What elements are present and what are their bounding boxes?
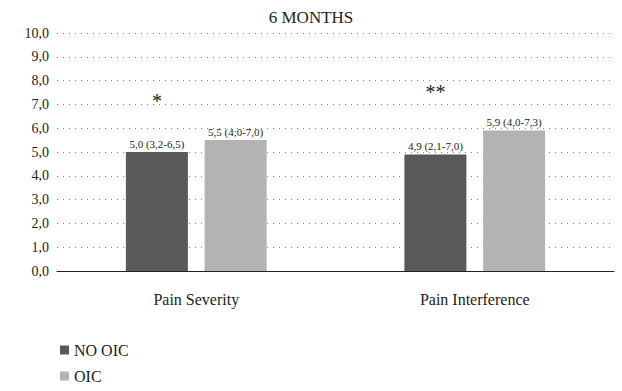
svg-text:7,0: 7,0 xyxy=(32,97,50,112)
svg-text:3,0: 3,0 xyxy=(32,192,50,207)
svg-text:OIC: OIC xyxy=(74,368,102,385)
svg-text:6 MONTHS: 6 MONTHS xyxy=(269,8,354,27)
svg-text:Pain Severity: Pain Severity xyxy=(153,291,239,309)
svg-text:**: ** xyxy=(425,81,445,103)
svg-text:5,5 (4;0-7,0): 5,5 (4;0-7,0) xyxy=(208,126,264,139)
svg-text:6,0: 6,0 xyxy=(32,121,50,136)
svg-text:0,0: 0,0 xyxy=(32,264,50,279)
svg-text:Pain Interference: Pain Interference xyxy=(420,291,530,308)
svg-text:NO OIC: NO OIC xyxy=(74,342,129,359)
svg-text:5,0: 5,0 xyxy=(32,145,50,160)
svg-text:8,0: 8,0 xyxy=(32,73,50,88)
svg-text:1,0: 1,0 xyxy=(32,240,50,255)
svg-text:9,0: 9,0 xyxy=(32,49,50,64)
svg-text:4,9 (2,1-7,0): 4,9 (2,1-7,0) xyxy=(408,140,463,153)
svg-text:5,0 (3,2-6,5): 5,0 (3,2-6,5) xyxy=(129,138,184,151)
svg-text:4,0: 4,0 xyxy=(32,168,50,183)
svg-text:5,9 (4,0-7,3): 5,9 (4,0-7,3) xyxy=(487,116,542,129)
svg-text:2,0: 2,0 xyxy=(32,216,50,231)
svg-text:*: * xyxy=(152,90,162,112)
svg-text:10,0: 10,0 xyxy=(25,26,50,41)
